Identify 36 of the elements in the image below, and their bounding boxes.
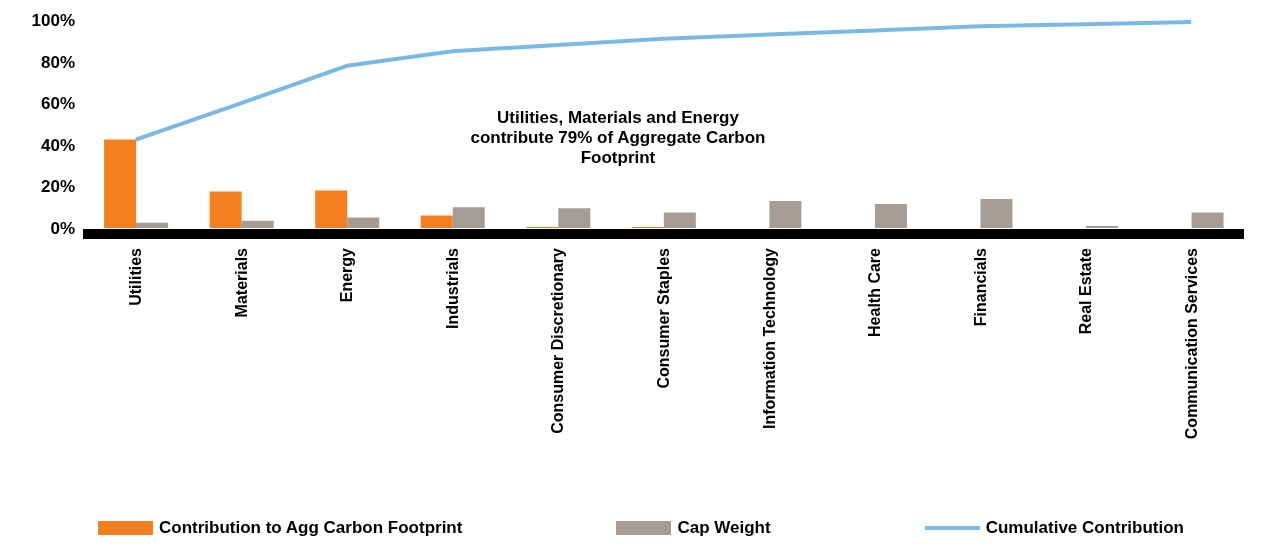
bar	[315, 190, 348, 228]
y-tick-label: 100%	[31, 11, 75, 31]
bar	[874, 204, 907, 228]
legend-label: Cumulative Contribution	[985, 518, 1184, 538]
bar	[980, 198, 1013, 228]
bar	[241, 220, 274, 228]
x-tick-label: Industrials	[443, 247, 461, 329]
x-tick-label: Consumer Discretionary	[549, 247, 567, 434]
x-tick-label: Real Estate	[1077, 247, 1095, 335]
bar	[452, 207, 485, 228]
y-tick-label: 20%	[40, 177, 75, 197]
legend-label: Cap Weight	[677, 518, 771, 538]
x-tick-label: Financials	[971, 247, 989, 327]
y-tick-label: 60%	[40, 94, 75, 114]
annotation: Utilities, Materials and Energy contribute 79% of Aggregate Carbon Footprint	[469, 108, 767, 168]
bar	[104, 139, 137, 228]
x-tick-label: Health Care	[866, 247, 884, 337]
x-tick-label: Energy	[338, 247, 356, 303]
legend-label: Contribution to Agg Carbon Footprint	[159, 518, 463, 538]
bar	[209, 191, 242, 228]
x-tick-label: Consumer Staples	[655, 247, 672, 389]
bar	[663, 212, 696, 228]
bar	[420, 215, 453, 228]
bar	[1191, 212, 1224, 228]
bar	[1086, 225, 1119, 228]
x-tick-label: Utilities	[127, 247, 145, 306]
bar	[769, 200, 802, 228]
bar	[347, 217, 380, 228]
x-tick-label: Materials	[232, 247, 250, 318]
y-tick-label: 80%	[40, 52, 75, 72]
x-tick-label: Communication Services	[1182, 247, 1200, 440]
x-tick-label: Information Technology	[760, 247, 778, 430]
y-tick-label: 0%	[50, 219, 75, 239]
bar	[136, 222, 169, 228]
y-tick-label: 40%	[40, 135, 75, 155]
bar	[558, 208, 591, 228]
